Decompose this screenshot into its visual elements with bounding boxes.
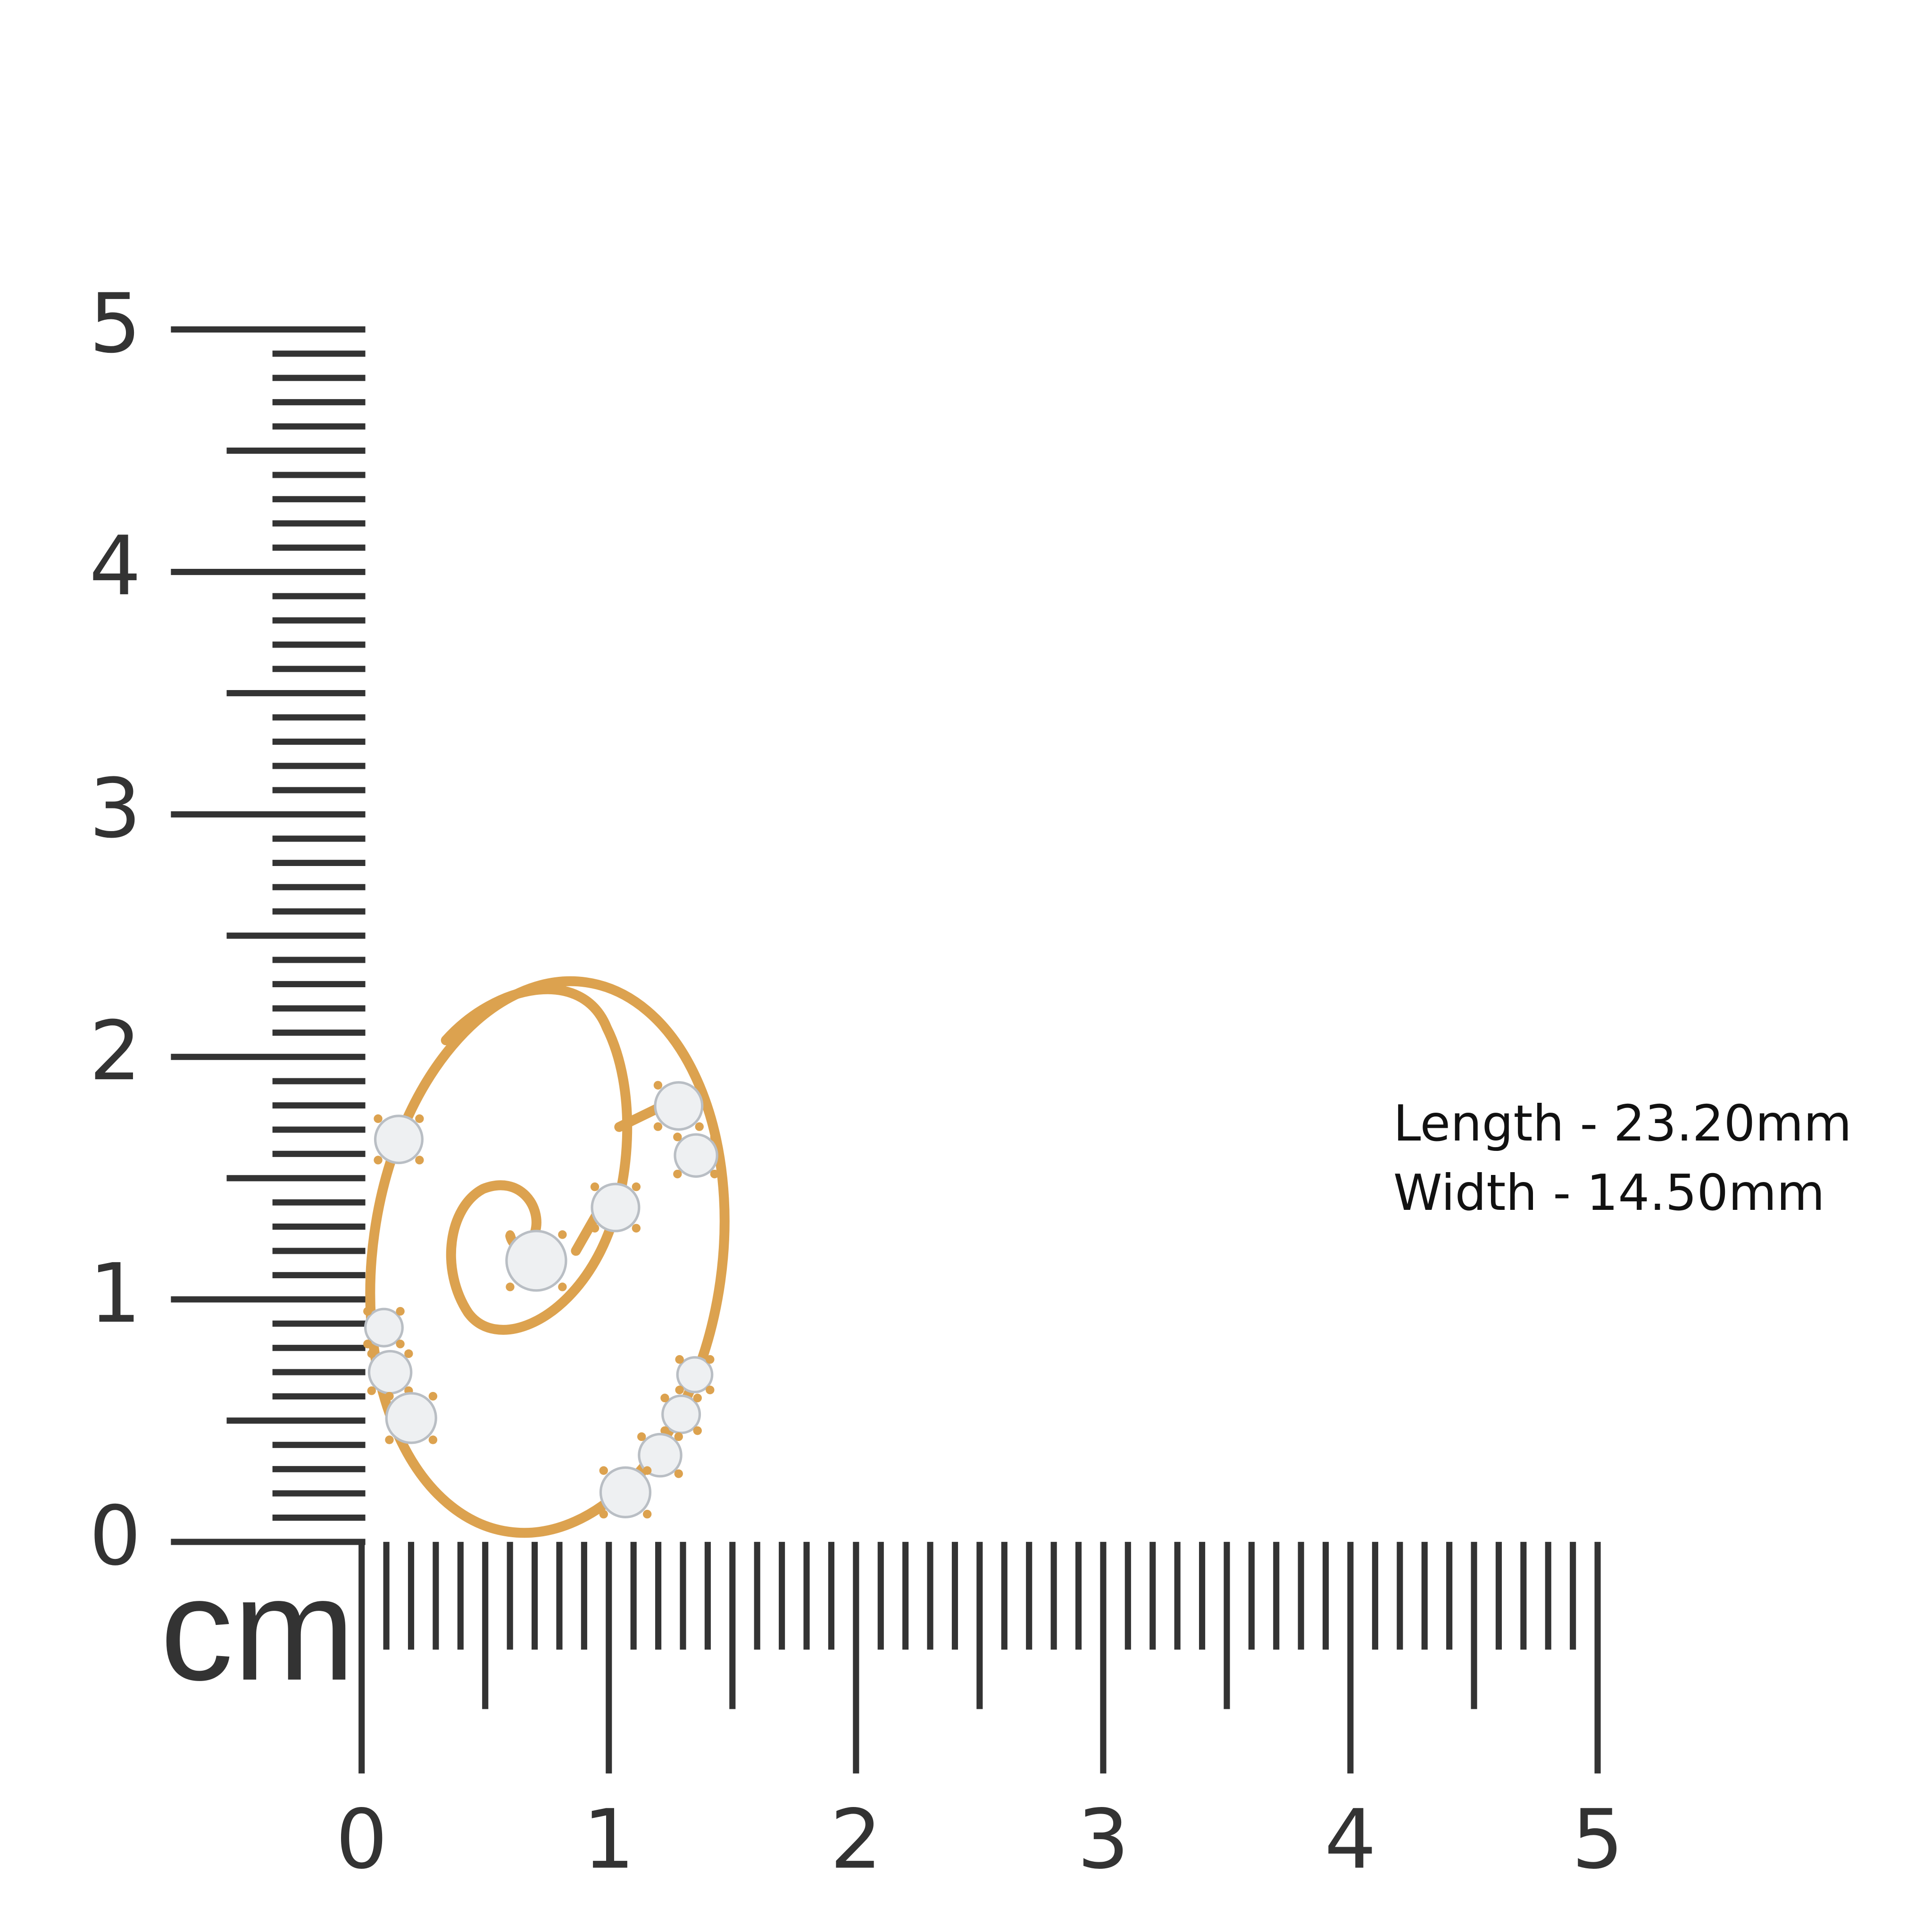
vertical-label: 5 (89, 276, 141, 371)
prong (695, 1081, 704, 1090)
prong (599, 1466, 608, 1475)
prong (428, 1435, 438, 1444)
prong (506, 1282, 515, 1291)
horizontal-label: 0 (336, 1792, 388, 1887)
pendant (363, 976, 730, 1538)
gem (638, 1432, 683, 1478)
gem (661, 1394, 701, 1434)
prong (693, 1393, 702, 1403)
prong (710, 1133, 719, 1141)
prong (660, 1426, 669, 1435)
prong (506, 1230, 515, 1239)
prong (590, 1182, 600, 1191)
vertical-label: 0 (89, 1488, 141, 1583)
prong (385, 1435, 394, 1444)
gems (363, 1081, 719, 1519)
prong (363, 1340, 372, 1349)
prong (374, 1114, 383, 1123)
prong (415, 1114, 424, 1123)
prong (396, 1307, 405, 1316)
horizontal-label: 2 (830, 1792, 882, 1887)
vertical-label: 1 (89, 1246, 141, 1341)
prong (693, 1426, 702, 1435)
prong (428, 1391, 438, 1401)
prong (599, 1509, 608, 1519)
length-text: Length - 23.20mm (1393, 1095, 1852, 1152)
prong (706, 1355, 715, 1364)
prong (558, 1230, 567, 1239)
vertical-label: 4 (89, 518, 141, 614)
prong (706, 1385, 715, 1394)
gem (654, 1081, 704, 1131)
horizontal-label: 4 (1324, 1792, 1376, 1887)
prong (642, 1466, 652, 1475)
prong (674, 1469, 683, 1478)
prong (363, 1307, 372, 1316)
inner-spiral (441, 984, 633, 1335)
prong (367, 1349, 376, 1358)
gem (367, 1349, 413, 1395)
prong (374, 1156, 383, 1165)
gem (676, 1356, 714, 1393)
prong (653, 1081, 663, 1090)
prong (632, 1182, 641, 1191)
prong (415, 1156, 424, 1165)
vertical-label: 3 (89, 761, 141, 856)
prong (710, 1169, 719, 1179)
gem (674, 1133, 718, 1178)
prong (675, 1385, 684, 1394)
unit-label: cm (160, 1548, 355, 1711)
prong (695, 1122, 704, 1131)
prong (367, 1386, 376, 1395)
vertical-label: 2 (89, 1003, 141, 1099)
prong (673, 1169, 682, 1179)
horizontal-label: 1 (583, 1792, 635, 1887)
gem (385, 1392, 437, 1444)
gem (374, 1115, 424, 1165)
prong (674, 1432, 683, 1441)
prong (632, 1224, 641, 1233)
prong (653, 1122, 663, 1131)
gem (591, 1183, 641, 1232)
gem (364, 1307, 404, 1348)
gem (599, 1466, 652, 1519)
prong (396, 1340, 405, 1349)
prong (675, 1355, 684, 1364)
prong (673, 1133, 682, 1141)
width-text: Width - 14.50mm (1393, 1164, 1825, 1222)
horizontal-label: 5 (1572, 1792, 1624, 1887)
prong (660, 1393, 669, 1403)
outer-loop (365, 976, 730, 1538)
horizontal-label: 3 (1077, 1792, 1129, 1887)
prong (404, 1349, 413, 1358)
prong (385, 1391, 394, 1401)
ruler-labels: 0 1 2 3 4 5 0 1 2 3 4 5 (89, 276, 1624, 1887)
gem (505, 1230, 567, 1292)
ruler-ticks (171, 326, 1601, 1774)
prong (642, 1509, 652, 1519)
prong (558, 1282, 567, 1291)
prong (590, 1224, 600, 1233)
prong (637, 1432, 646, 1441)
